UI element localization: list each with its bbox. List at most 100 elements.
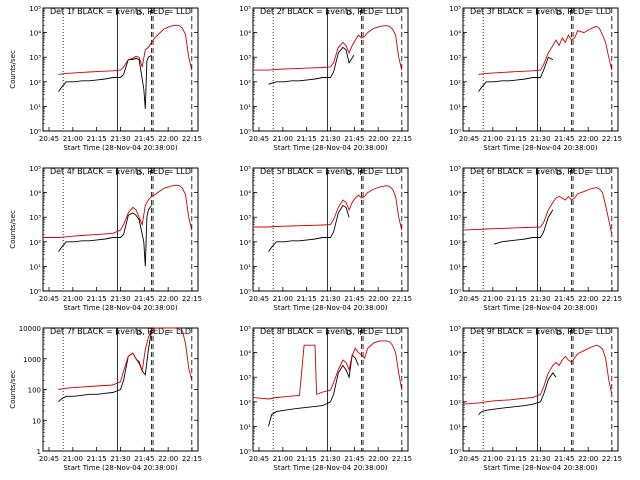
y-tick-label: 10³	[29, 214, 41, 222]
top-mark: P	[325, 329, 329, 337]
x-tick-label: 22:00	[158, 455, 178, 463]
y-tick-label: 10⁰	[239, 128, 251, 136]
y-tick-label: 10¹	[449, 423, 461, 431]
series-line-red	[58, 327, 193, 390]
y-tick-label: 10⁰	[449, 448, 461, 456]
y-tick-label: 10³	[239, 214, 251, 222]
y-tick-label: 100	[28, 387, 41, 395]
y-tick-label: 10¹	[29, 103, 41, 111]
y-tick-label: 10¹	[29, 263, 41, 271]
series-line-black	[268, 46, 355, 85]
panel-title: Det 3f BLACK = Events, RED = LLD	[470, 7, 611, 16]
top-mark: P	[115, 9, 119, 17]
y-tick-label: 10¹	[239, 423, 251, 431]
top-mark: D	[556, 9, 561, 17]
series-line-red	[478, 25, 613, 75]
y-tick-label: 10⁰	[29, 128, 41, 136]
y-tick-label: 10¹	[239, 103, 251, 111]
x-tick-label: 20:45	[39, 135, 59, 143]
y-tick-label: 10⁰	[239, 448, 251, 456]
x-axis-label: Start Time (28-Nov-04 20:38:00)	[273, 144, 387, 152]
y-tick-label: 10⁴	[29, 190, 41, 198]
x-tick-label: 22:00	[368, 295, 388, 303]
panel-1: Det 1f BLACK = Events, RED = LLD10⁰10¹10…	[9, 5, 202, 152]
y-tick-label: 10⁵	[239, 165, 251, 173]
x-tick-label: 21:45	[554, 455, 574, 463]
x-axis-label: Start Time (28-Nov-04 20:38:00)	[63, 304, 177, 312]
y-tick-label: 10²	[239, 79, 251, 87]
top-mark: P	[535, 169, 539, 177]
x-tick-label: 22:00	[158, 135, 178, 143]
top-mark: P	[149, 169, 153, 177]
panel-title: Det 2f BLACK = Events, RED = LLD	[260, 7, 401, 16]
x-tick-label: 21:00	[63, 455, 83, 463]
top-mark: P	[569, 329, 573, 337]
x-tick-label: 21:30	[320, 295, 340, 303]
x-tick-label: 20:45	[249, 135, 269, 143]
y-tick-label: 10²	[449, 239, 461, 247]
x-tick-label: 21:45	[134, 135, 154, 143]
x-tick-label: 22:15	[602, 455, 622, 463]
panel-title: Det 6f BLACK = Events, RED = LLD	[470, 167, 611, 176]
y-tick-label: 10⁴	[449, 350, 461, 358]
panel-9: Det 9f BLACK = Events, RED = LLD10⁰10¹10…	[449, 325, 622, 472]
top-mark: P	[325, 9, 329, 17]
y-tick-label: 10⁰	[239, 288, 251, 296]
x-tick-label: 22:15	[182, 455, 202, 463]
x-tick-label: 20:45	[249, 455, 269, 463]
x-axis-label: Start Time (28-Nov-04 20:38:00)	[273, 304, 387, 312]
x-tick-label: 21:30	[110, 455, 130, 463]
x-axis-label: Start Time (28-Nov-04 20:38:00)	[483, 304, 597, 312]
y-tick-label: 10³	[449, 374, 461, 382]
y-tick-label: 10⁰	[29, 288, 41, 296]
y-tick-label: 10³	[449, 54, 461, 62]
x-tick-label: 21:45	[344, 135, 364, 143]
panel-3: Det 3f BLACK = Events, RED = LLD10⁰10¹10…	[449, 5, 622, 152]
y-tick-label: 10⁴	[239, 30, 251, 38]
panel-2: Det 2f BLACK = Events, RED = LLD 10⁰ 10¹ 10…	[239, 5, 412, 152]
x-tick-label: 21:00	[63, 295, 83, 303]
x-tick-label: 21:00	[273, 455, 293, 463]
x-tick-label: 21:15	[87, 455, 107, 463]
y-tick-label: 10²	[29, 79, 41, 87]
x-tick-label: 21:15	[297, 135, 317, 143]
top-mark: E	[585, 9, 589, 17]
series-line-black	[478, 372, 557, 416]
x-tick-label: 21:15	[507, 455, 527, 463]
y-tick-label: 10⁴	[449, 30, 461, 38]
y-tick-label: 10⁰	[449, 288, 461, 296]
y-axis-label: Counts/sec	[9, 370, 17, 409]
x-tick-label: 22:15	[602, 295, 622, 303]
panel-5: Det 5f BLACK = Events, RED = LLD10⁰10¹10…	[239, 165, 412, 312]
x-axis-label: Start Time (28-Nov-04 20:38:00)	[63, 144, 177, 152]
x-axis-label: Start Time (28-Nov-04 20:38:00)	[483, 464, 597, 472]
x-tick-label: 21:00	[273, 135, 293, 143]
series-line-red	[462, 344, 613, 405]
y-tick-label: 10	[32, 417, 41, 425]
y-tick-label: 10⁵	[239, 325, 251, 333]
x-tick-label: 22:15	[602, 135, 622, 143]
y-tick-label: 10⁵	[29, 5, 41, 13]
y-tick-label: 10³	[29, 54, 41, 62]
x-tick-label: 21:00	[63, 135, 83, 143]
y-tick-label: 10²	[449, 399, 461, 407]
top-mark: P	[359, 169, 363, 177]
top-mark: D	[346, 9, 351, 17]
x-axis-label: Start Time (28-Nov-04 20:38:00)	[273, 464, 387, 472]
x-tick-label: 21:15	[507, 295, 527, 303]
top-mark: D	[556, 169, 561, 177]
series-line-red	[253, 185, 403, 231]
x-tick-label: 21:45	[554, 295, 574, 303]
x-tick-label: 22:00	[368, 135, 388, 143]
y-tick-label: 10⁴	[239, 190, 251, 198]
top-mark: D	[136, 329, 141, 337]
y-tick-label: 10⁴	[239, 350, 251, 358]
x-tick-label: 22:15	[392, 135, 412, 143]
x-tick-label: 21:15	[297, 455, 317, 463]
top-mark: P	[535, 329, 539, 337]
series-line-red	[462, 187, 613, 235]
top-mark: E	[165, 329, 169, 337]
x-tick-label: 20:45	[249, 295, 269, 303]
series-line-black	[268, 354, 359, 427]
y-tick-label: 10²	[29, 239, 41, 247]
